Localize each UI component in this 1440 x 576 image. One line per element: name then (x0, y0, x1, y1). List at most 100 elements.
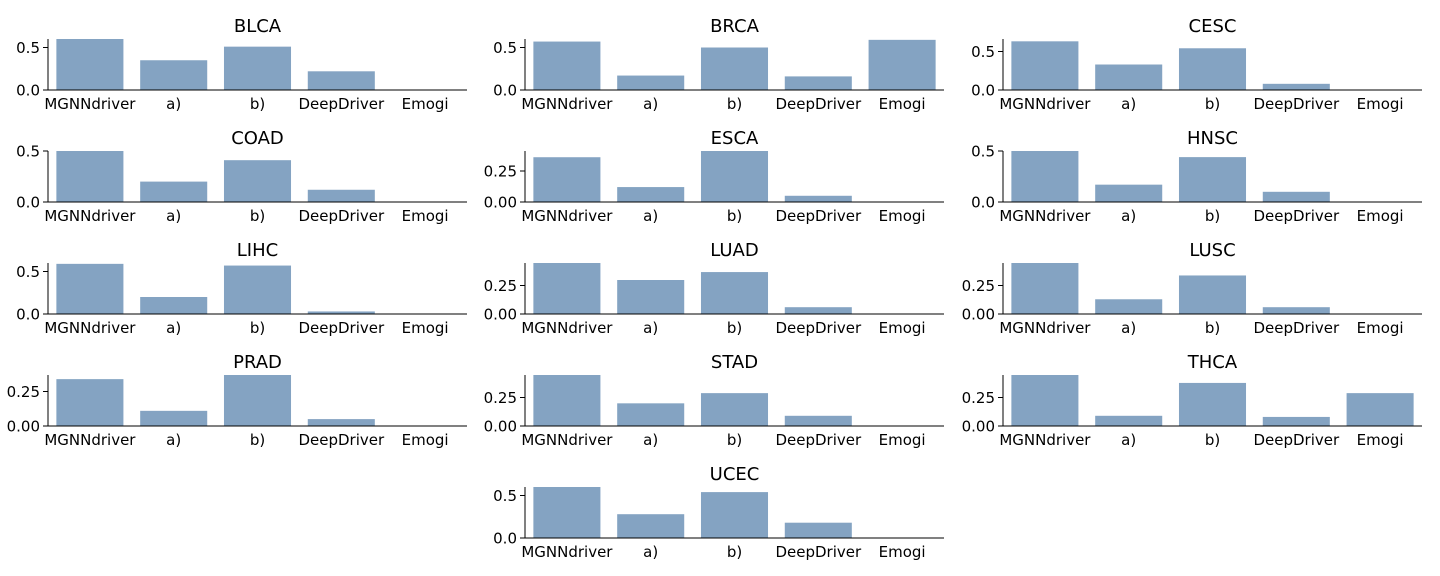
y-tick-label: 0.5 (16, 39, 40, 57)
bar (1011, 263, 1079, 314)
x-tick-label: Emogi (402, 207, 449, 225)
x-tick-label: Emogi (879, 543, 926, 561)
chart-title: ESCA (711, 128, 759, 149)
bar (700, 393, 769, 426)
bar (784, 415, 852, 426)
bar (1095, 299, 1163, 314)
x-tick-label: Emogi (879, 95, 926, 113)
bar (307, 71, 375, 90)
x-tick-label: DeepDriver (1253, 319, 1340, 337)
bar (784, 195, 852, 202)
x-tick-label: b) (727, 319, 742, 337)
bar (1095, 415, 1163, 426)
chart-panel-brca: BRCA MGNNdriver a) b) DeepDriver Emogi 0.0 0.5 (493, 16, 944, 113)
x-tick-label: MGNNdriver (999, 319, 1091, 337)
y-tick-label: 0.0 (493, 82, 517, 100)
x-tick-label: DeepDriver (298, 431, 385, 449)
x-tick-label: b) (250, 95, 265, 113)
x-tick-label: MGNNdriver (44, 319, 136, 337)
bar (1178, 275, 1247, 314)
x-tick-label: a) (643, 207, 658, 225)
x-tick-label: a) (166, 207, 181, 225)
bar (307, 189, 375, 202)
y-tick-label: 0.00 (484, 306, 517, 324)
x-tick-label: MGNNdriver (999, 207, 1091, 225)
x-tick-label: b) (727, 95, 742, 113)
chart-title: PRAD (233, 352, 282, 373)
bar (533, 157, 601, 202)
chart-title: BRCA (710, 16, 760, 37)
x-tick-label: b) (727, 431, 742, 449)
x-tick-label: MGNNdriver (521, 207, 613, 225)
bar (1011, 151, 1079, 202)
bar (784, 522, 852, 538)
chart-title: UCEC (710, 464, 760, 485)
chart-panel-lusc: LUSC MGNNdriver a) b) DeepDriver Emogi 0.00 0.2… (962, 240, 1422, 337)
x-tick-label: Emogi (1357, 319, 1404, 337)
bar (1095, 64, 1163, 90)
y-tick-label: 0.00 (484, 418, 517, 436)
x-tick-label: a) (1121, 95, 1136, 113)
x-tick-label: a) (1121, 319, 1136, 337)
x-tick-label: a) (1121, 207, 1136, 225)
bar (223, 375, 292, 426)
y-tick-label: 0.0 (971, 194, 995, 212)
x-tick-label: b) (250, 319, 265, 337)
y-tick-label: 0.5 (16, 263, 40, 281)
y-tick-label: 0.25 (7, 383, 40, 401)
bar (223, 265, 292, 314)
bar (223, 160, 292, 202)
y-tick-label: 0.25 (484, 277, 517, 295)
chart-title: LUSC (1189, 240, 1235, 261)
x-tick-label: MGNNdriver (521, 95, 613, 113)
x-tick-label: MGNNdriver (44, 95, 136, 113)
x-tick-label: b) (1205, 95, 1220, 113)
bar (1178, 382, 1247, 426)
x-tick-label: MGNNdriver (999, 95, 1091, 113)
x-tick-label: DeepDriver (298, 95, 385, 113)
bar (1011, 375, 1079, 426)
x-tick-label: MGNNdriver (44, 207, 136, 225)
y-tick-label: 0.00 (962, 306, 995, 324)
x-tick-label: DeepDriver (1253, 431, 1340, 449)
bar (140, 181, 208, 202)
chart-panel-prad: PRAD MGNNdriver a) b) DeepDriver Emogi 0.00 0.2… (7, 352, 467, 449)
x-tick-label: DeepDriver (775, 95, 862, 113)
y-tick-label: 0.00 (962, 418, 995, 436)
bar (1178, 157, 1247, 202)
y-tick-label: 0.0 (16, 306, 40, 324)
y-tick-label: 0.5 (16, 143, 40, 161)
x-tick-label: b) (727, 207, 742, 225)
x-tick-label: b) (1205, 319, 1220, 337)
bar (533, 263, 601, 314)
y-tick-label: 0.5 (493, 487, 517, 505)
y-tick-label: 0.0 (971, 82, 995, 100)
bar (617, 280, 685, 314)
bar (56, 151, 124, 202)
bar (56, 39, 124, 90)
x-tick-label: a) (166, 319, 181, 337)
bar (617, 75, 685, 90)
x-tick-label: Emogi (402, 431, 449, 449)
y-tick-label: 0.0 (493, 530, 517, 548)
bar (1262, 191, 1330, 202)
chart-panel-ucec: UCEC MGNNdriver a) b) DeepDriver Emogi 0.0 0.5 (493, 464, 944, 561)
x-tick-label: b) (1205, 207, 1220, 225)
bar (784, 76, 852, 90)
x-tick-label: Emogi (402, 95, 449, 113)
chart-title: HNSC (1187, 128, 1238, 149)
y-tick-label: 0.0 (16, 82, 40, 100)
x-tick-label: a) (1121, 431, 1136, 449)
x-tick-label: Emogi (1357, 431, 1404, 449)
bar (700, 151, 769, 202)
y-tick-label: 0.25 (962, 277, 995, 295)
y-tick-label: 0.5 (971, 143, 995, 161)
bar (140, 60, 208, 90)
bar (56, 379, 124, 426)
x-tick-label: a) (643, 431, 658, 449)
chart-title: COAD (231, 128, 284, 149)
bar (533, 375, 601, 426)
x-tick-label: MGNNdriver (44, 431, 136, 449)
chart-panel-stad: STAD MGNNdriver a) b) DeepDriver Emogi 0.00 0.2… (484, 352, 944, 449)
